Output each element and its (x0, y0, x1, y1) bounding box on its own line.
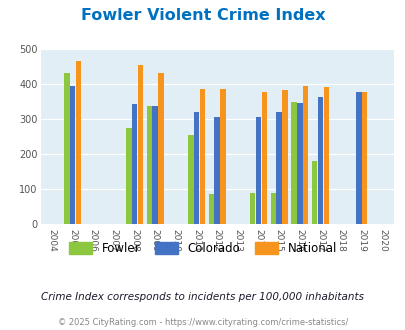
Bar (276, 113, 281, 224)
Bar (146, 106, 152, 224)
Bar (152, 106, 158, 224)
Bar (75, 61, 81, 224)
Bar (188, 135, 193, 224)
Bar (208, 194, 214, 224)
Bar (281, 90, 287, 224)
Bar (355, 92, 361, 224)
Bar (70, 86, 75, 224)
Bar (64, 73, 69, 224)
Bar (126, 128, 131, 224)
Legend: Fowler, Colorado, National: Fowler, Colorado, National (64, 237, 341, 260)
Bar (296, 103, 302, 224)
Bar (290, 102, 296, 224)
Bar (249, 193, 255, 224)
Bar (214, 117, 220, 224)
Text: © 2025 CityRating.com - https://www.cityrating.com/crime-statistics/: © 2025 CityRating.com - https://www.city… (58, 318, 347, 327)
Bar (199, 89, 205, 224)
Bar (132, 104, 137, 224)
Bar (302, 85, 308, 224)
Bar (255, 117, 261, 224)
Text: Crime Index corresponds to incidents per 100,000 inhabitants: Crime Index corresponds to incidents per… (41, 292, 364, 302)
Bar (261, 92, 266, 224)
Bar (220, 89, 225, 224)
Bar (361, 92, 367, 224)
Text: Fowler Violent Crime Index: Fowler Violent Crime Index (81, 8, 324, 23)
Bar (311, 161, 317, 224)
Bar (137, 65, 143, 224)
Bar (270, 193, 275, 224)
Bar (158, 73, 163, 224)
Bar (193, 113, 199, 224)
Bar (317, 97, 322, 224)
Bar (323, 87, 328, 224)
